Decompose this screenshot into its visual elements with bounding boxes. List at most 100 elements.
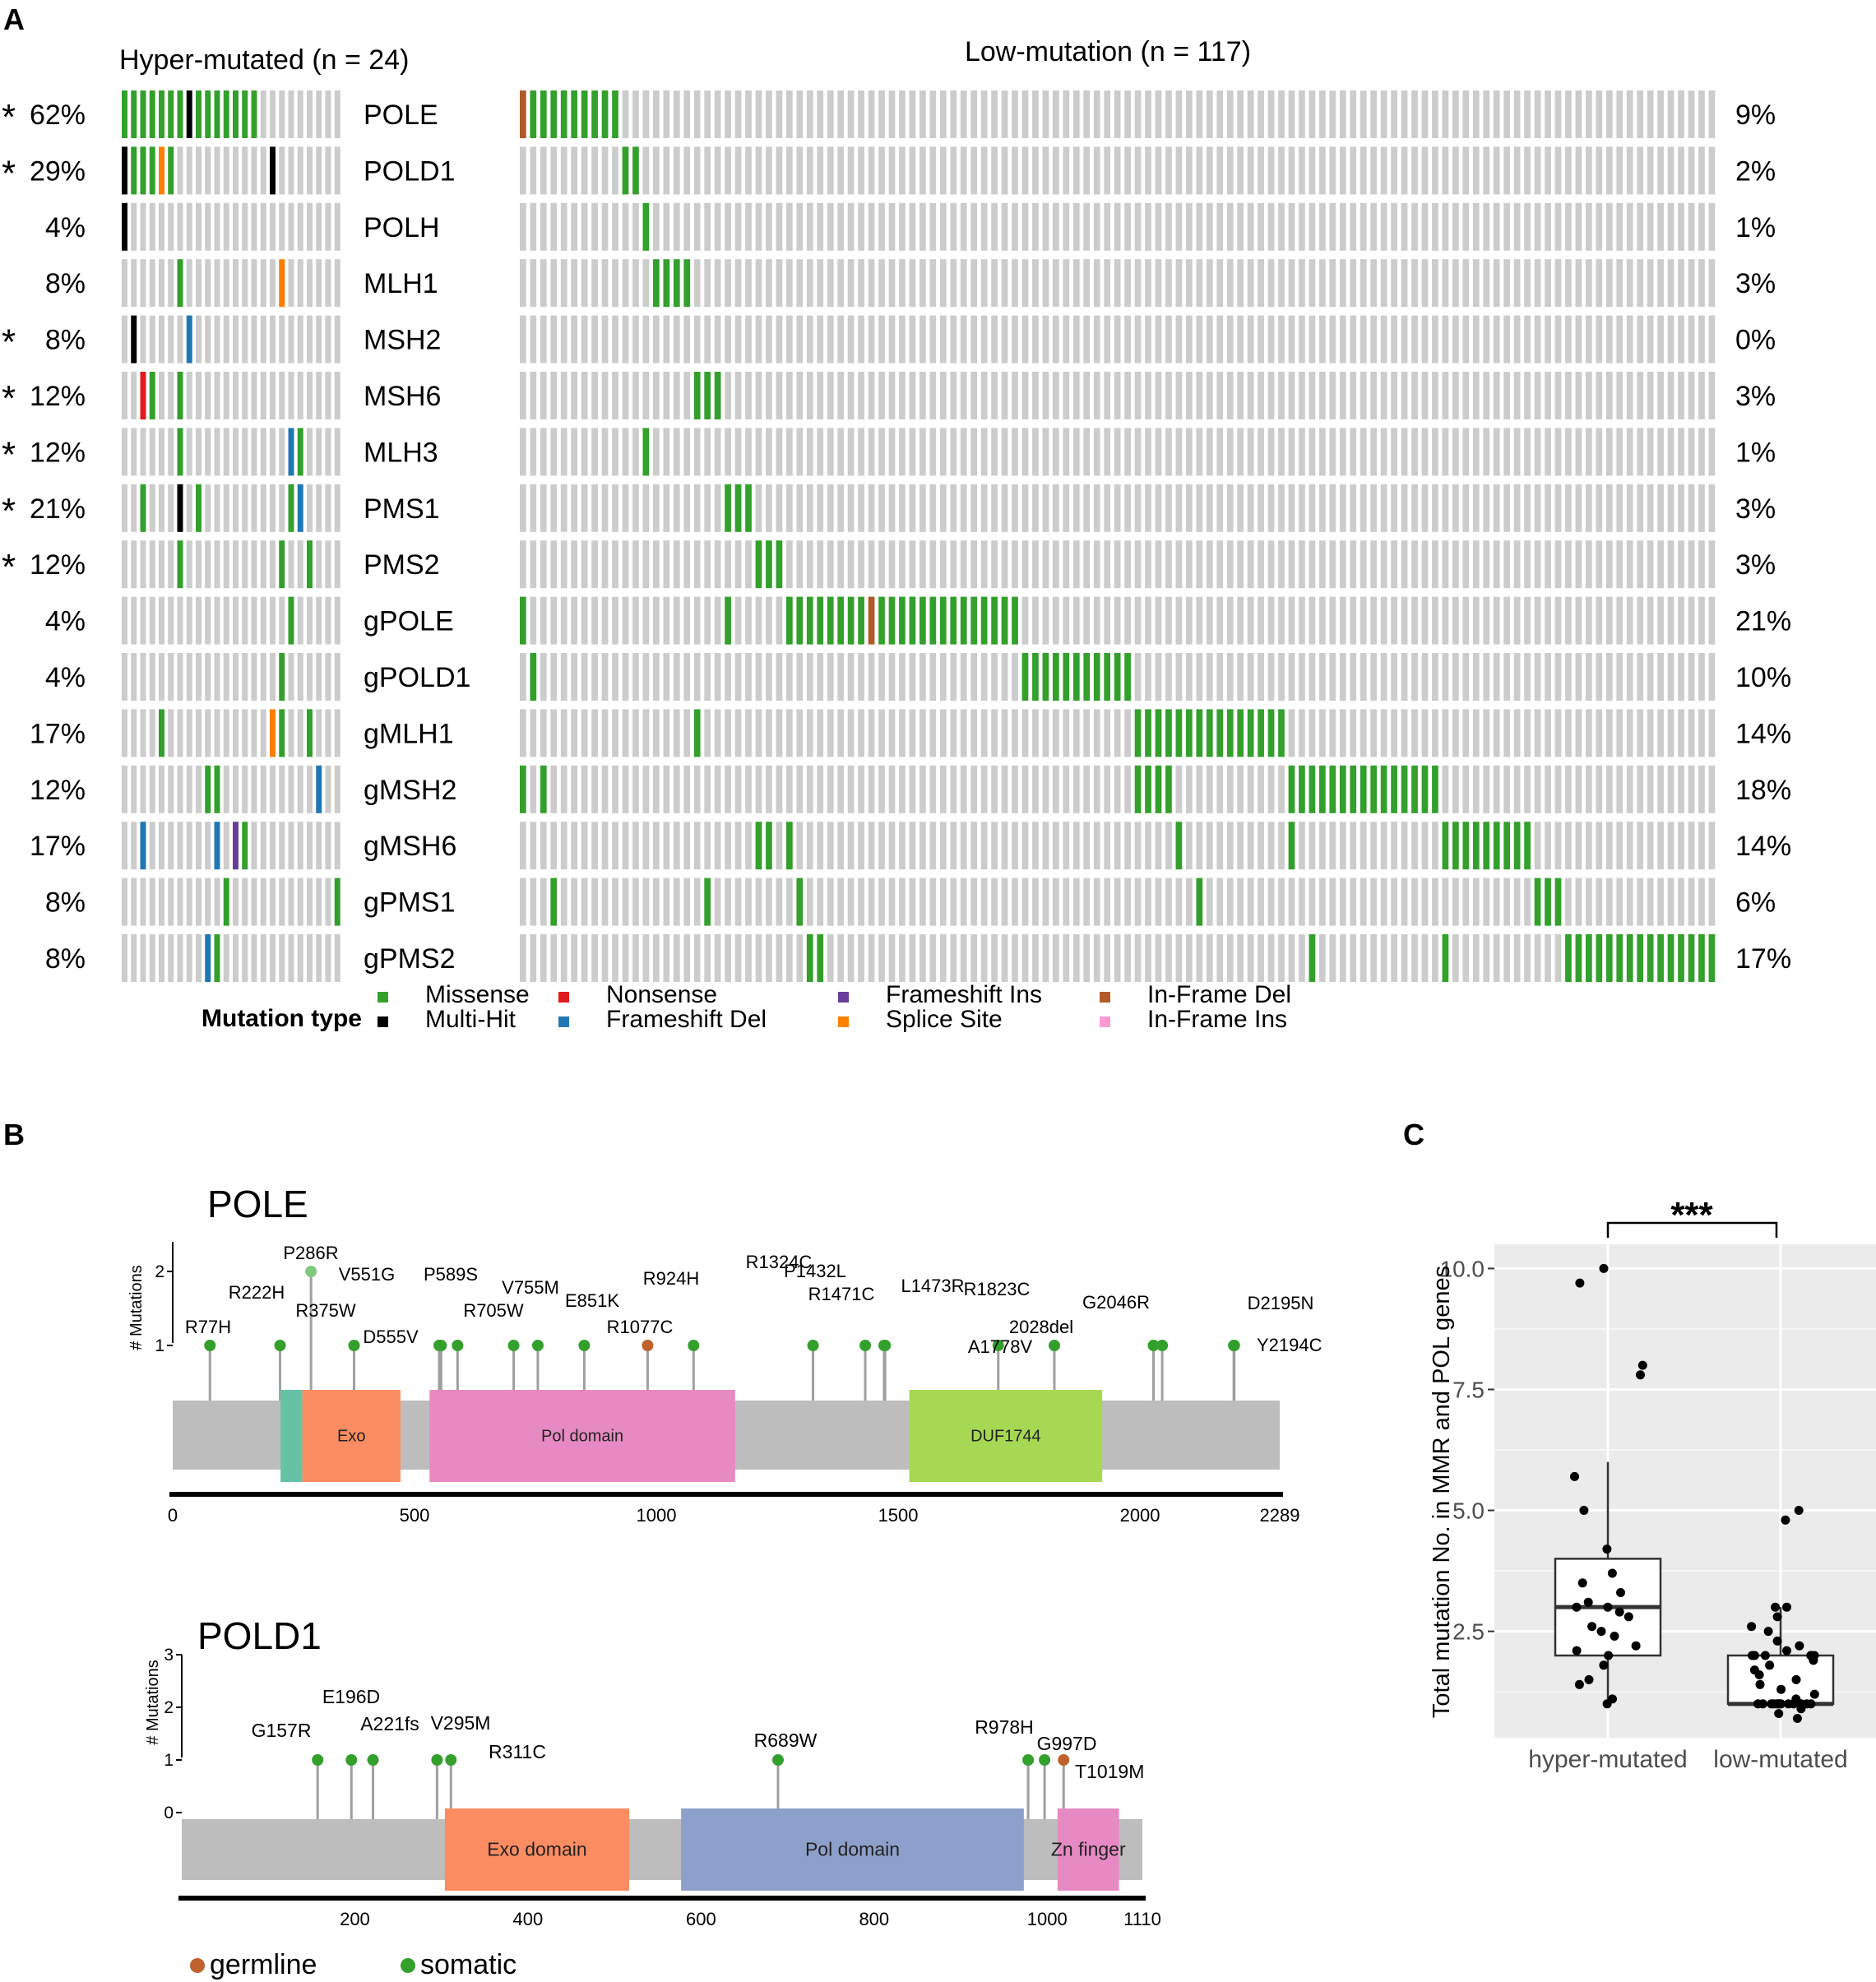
data-point [1753,1699,1763,1709]
empty-cell [307,765,313,813]
mutation-label: P1432L [784,1261,846,1281]
empty-cell [1391,259,1397,308]
empty-cell [1237,315,1244,364]
empty-cell [1350,372,1357,419]
empty-cell [177,878,183,926]
empty-cell [1708,259,1716,308]
empty-cell [734,428,742,476]
empty-cell [1134,372,1142,419]
empty-cell [817,653,824,701]
empty-cell [1626,540,1633,589]
empty-cell [1186,315,1193,364]
empty-cell [325,259,331,308]
legend-swatch [1100,1016,1110,1027]
empty-cell [260,372,266,419]
mutation-cell [560,90,567,138]
empty-cell [991,765,998,813]
empty-cell [1524,765,1531,813]
mutation-label: R689W [754,1730,818,1751]
empty-cell [1053,372,1059,419]
empty-cell [1247,259,1254,308]
empty-cell [868,202,875,251]
empty-cell [1237,372,1244,419]
empty-cell [827,202,834,251]
empty-cell [1216,596,1224,645]
empty-cell [909,259,916,308]
empty-cell [714,90,721,138]
empty-cell [1678,146,1684,195]
empty-cell [847,484,855,532]
empty-cell [868,878,875,926]
legend-label: Frameshift Del [606,1006,767,1033]
empty-cell [159,259,164,308]
empty-cell [316,428,322,476]
empty-cell [1216,428,1224,476]
empty-cell [980,878,988,926]
empty-cell [1288,540,1295,589]
empty-cell [1503,878,1511,926]
empty-cell [776,90,783,138]
empty-cell [1226,90,1234,138]
empty-cell [316,484,322,532]
mutation-cell [1554,878,1562,926]
empty-cell [214,540,220,589]
mutation-cell [1104,653,1111,701]
empty-cell [581,653,588,701]
empty-cell [909,934,916,982]
empty-cell [1411,484,1418,532]
empty-cell [683,596,691,645]
mutation-cell [1616,934,1624,982]
empty-cell [242,596,248,645]
mutation-head [274,1340,286,1351]
empty-cell [1247,146,1254,195]
empty-cell [1124,484,1131,532]
empty-cell [939,822,947,870]
data-point [1763,1627,1773,1637]
empty-cell [888,372,896,419]
empty-cell [288,709,294,757]
significance-star: * [2,378,16,419]
empty-cell [205,372,211,419]
empty-cell [140,878,146,926]
empty-cell [734,822,742,870]
empty-cell [704,428,711,476]
empty-cell [1596,822,1603,870]
empty-cell [1616,596,1624,645]
empty-cell [1524,428,1531,476]
empty-cell [1155,596,1162,645]
empty-cell [991,146,998,195]
empty-cell [1072,484,1080,532]
empty-cell [970,540,978,589]
empty-cell [1565,372,1572,419]
empty-cell [1226,259,1234,308]
empty-cell [1647,653,1654,701]
empty-cell [919,428,926,476]
mutation-cell [122,146,127,195]
empty-cell [1001,90,1008,138]
empty-cell [1186,934,1193,982]
empty-cell [1350,90,1357,138]
empty-cell [612,934,618,982]
empty-cell [817,90,824,138]
empty-cell [196,202,201,251]
empty-cell [868,90,875,138]
empty-cell [1247,596,1254,645]
empty-cell [1032,934,1039,982]
empty-cell [1698,90,1705,138]
empty-cell [1667,596,1675,645]
empty-cell [297,315,303,364]
empty-cell [642,878,650,926]
empty-cell [1493,765,1500,813]
mutation-head [1147,1340,1160,1351]
empty-cell [919,484,926,532]
empty-cell [1196,372,1203,419]
mutation-cell [177,90,183,138]
empty-cell [316,653,322,701]
empty-cell [223,428,229,476]
empty-cell [177,822,183,870]
data-point [1747,1622,1757,1632]
empty-cell [1545,428,1551,476]
empty-cell [260,765,266,813]
empty-cell [632,934,639,982]
